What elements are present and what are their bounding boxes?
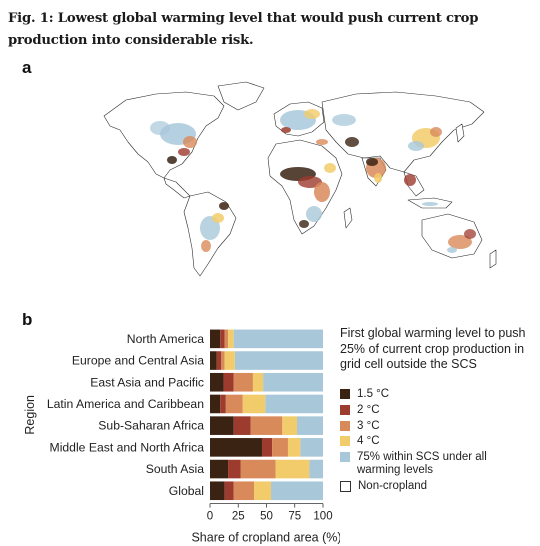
legend-swatch: [340, 452, 350, 463]
panel-label-b: b: [22, 310, 33, 329]
greenland: [217, 81, 265, 111]
bar-segment: [224, 481, 234, 501]
bar-segment: [210, 416, 234, 435]
stacked-bar-chart: North America Europe and Central Asia East…: [23, 329, 340, 545]
legend-item: 3 °C: [340, 420, 530, 433]
bar-segment: [210, 438, 262, 457]
category-label: Global: [169, 484, 204, 498]
bar-segment: [220, 329, 225, 349]
x-tick-label: 0: [207, 511, 213, 523]
legend-label: 4 °C: [357, 435, 380, 448]
x-axis-label: Share of cropland area (%): [191, 531, 340, 545]
legend-swatch: [340, 389, 350, 399]
legend-label: Non-cropland: [358, 479, 428, 492]
bar-segment: [233, 416, 251, 435]
legend-item: 75% within SCS under all warming levels: [340, 451, 530, 477]
bar-segment: [309, 459, 323, 479]
central-america: [163, 177, 191, 199]
category-label: East Asia and Pacific: [90, 375, 204, 389]
bar-segment: [210, 394, 221, 414]
legend-title: First global warming level to push 25% o…: [340, 326, 526, 371]
bar-segment: [216, 351, 222, 370]
bar-segment: [210, 329, 221, 349]
legend-label: 2 °C: [357, 403, 380, 416]
bar-segment: [254, 481, 272, 501]
legend-swatch: [340, 404, 350, 415]
bar-segment: [210, 351, 217, 370]
bar-segment: [272, 438, 288, 457]
legend-label: 1.5 °C: [357, 388, 390, 400]
japan: [455, 123, 465, 143]
bar-segment: [233, 372, 253, 392]
asia: [321, 91, 485, 173]
new-zealand: [489, 249, 497, 269]
bar-segment: [265, 394, 323, 414]
bar-segment: [233, 481, 255, 501]
legend-item: Non-cropland: [340, 480, 530, 493]
cropland-cells: [150, 109, 476, 253]
bar-segment: [210, 372, 224, 392]
x-tick-label: 50: [260, 511, 273, 523]
bar-segment: [224, 329, 229, 349]
bar-segment: [261, 438, 273, 457]
category-label: Latin America and Caribbean: [47, 397, 204, 411]
legend-label: 75% within SCS under all warming levels: [357, 451, 487, 477]
bar-segment: [221, 351, 225, 370]
bar-segment: [240, 459, 276, 479]
bar-segment: [250, 416, 283, 435]
bar-segment: [271, 481, 323, 501]
category-label: Middle East and North Africa: [50, 440, 205, 454]
bar-segment: [252, 372, 264, 392]
legend-swatch: [340, 436, 350, 447]
bar-segment: [263, 372, 323, 392]
bar-segment: [220, 394, 226, 414]
legend-item: 2 °C: [340, 404, 530, 417]
legend-swatch: [340, 420, 350, 431]
category-label: South Asia: [146, 462, 204, 476]
category-label: North America: [127, 332, 204, 346]
world-map: [103, 81, 497, 277]
bar-segment: [297, 416, 323, 435]
bar-segment: [210, 481, 225, 501]
legend-item: 4 °C: [340, 435, 530, 448]
bar-segment: [210, 459, 229, 479]
panel-label-a: a: [22, 58, 32, 77]
x-tick-label: 100: [313, 511, 332, 523]
bar-segment: [282, 416, 298, 435]
figure-caption: Fig. 1: Lowest global warming level that…: [8, 11, 479, 48]
legend-item: 1.5 °C: [340, 388, 530, 401]
bar-segment: [228, 329, 234, 349]
bar-segment: [228, 459, 241, 479]
category-label: Sub-Saharan Africa: [98, 419, 204, 433]
bar-segment: [300, 438, 323, 457]
bar-segment: [234, 351, 323, 370]
x-tick-label: 25: [232, 511, 245, 523]
bar-segment: [225, 394, 243, 414]
bar-segment: [224, 351, 235, 370]
legend-swatch: [340, 480, 351, 492]
y-axis-label: Region: [23, 395, 37, 435]
bar-segment: [275, 459, 310, 479]
bar-segment: [287, 438, 301, 457]
bar-segment: [233, 329, 323, 349]
x-tick-label: 75: [288, 511, 301, 523]
legend-label: 3 °C: [357, 419, 380, 432]
legend: 1.5 °C 2 °C 3 °C 4 °C 75% within SCS under a…: [340, 388, 530, 496]
category-label: Europe and Central Asia: [72, 354, 204, 368]
bar-segment: [223, 372, 234, 392]
madagascar: [343, 207, 353, 229]
bar-segment: [242, 394, 266, 414]
